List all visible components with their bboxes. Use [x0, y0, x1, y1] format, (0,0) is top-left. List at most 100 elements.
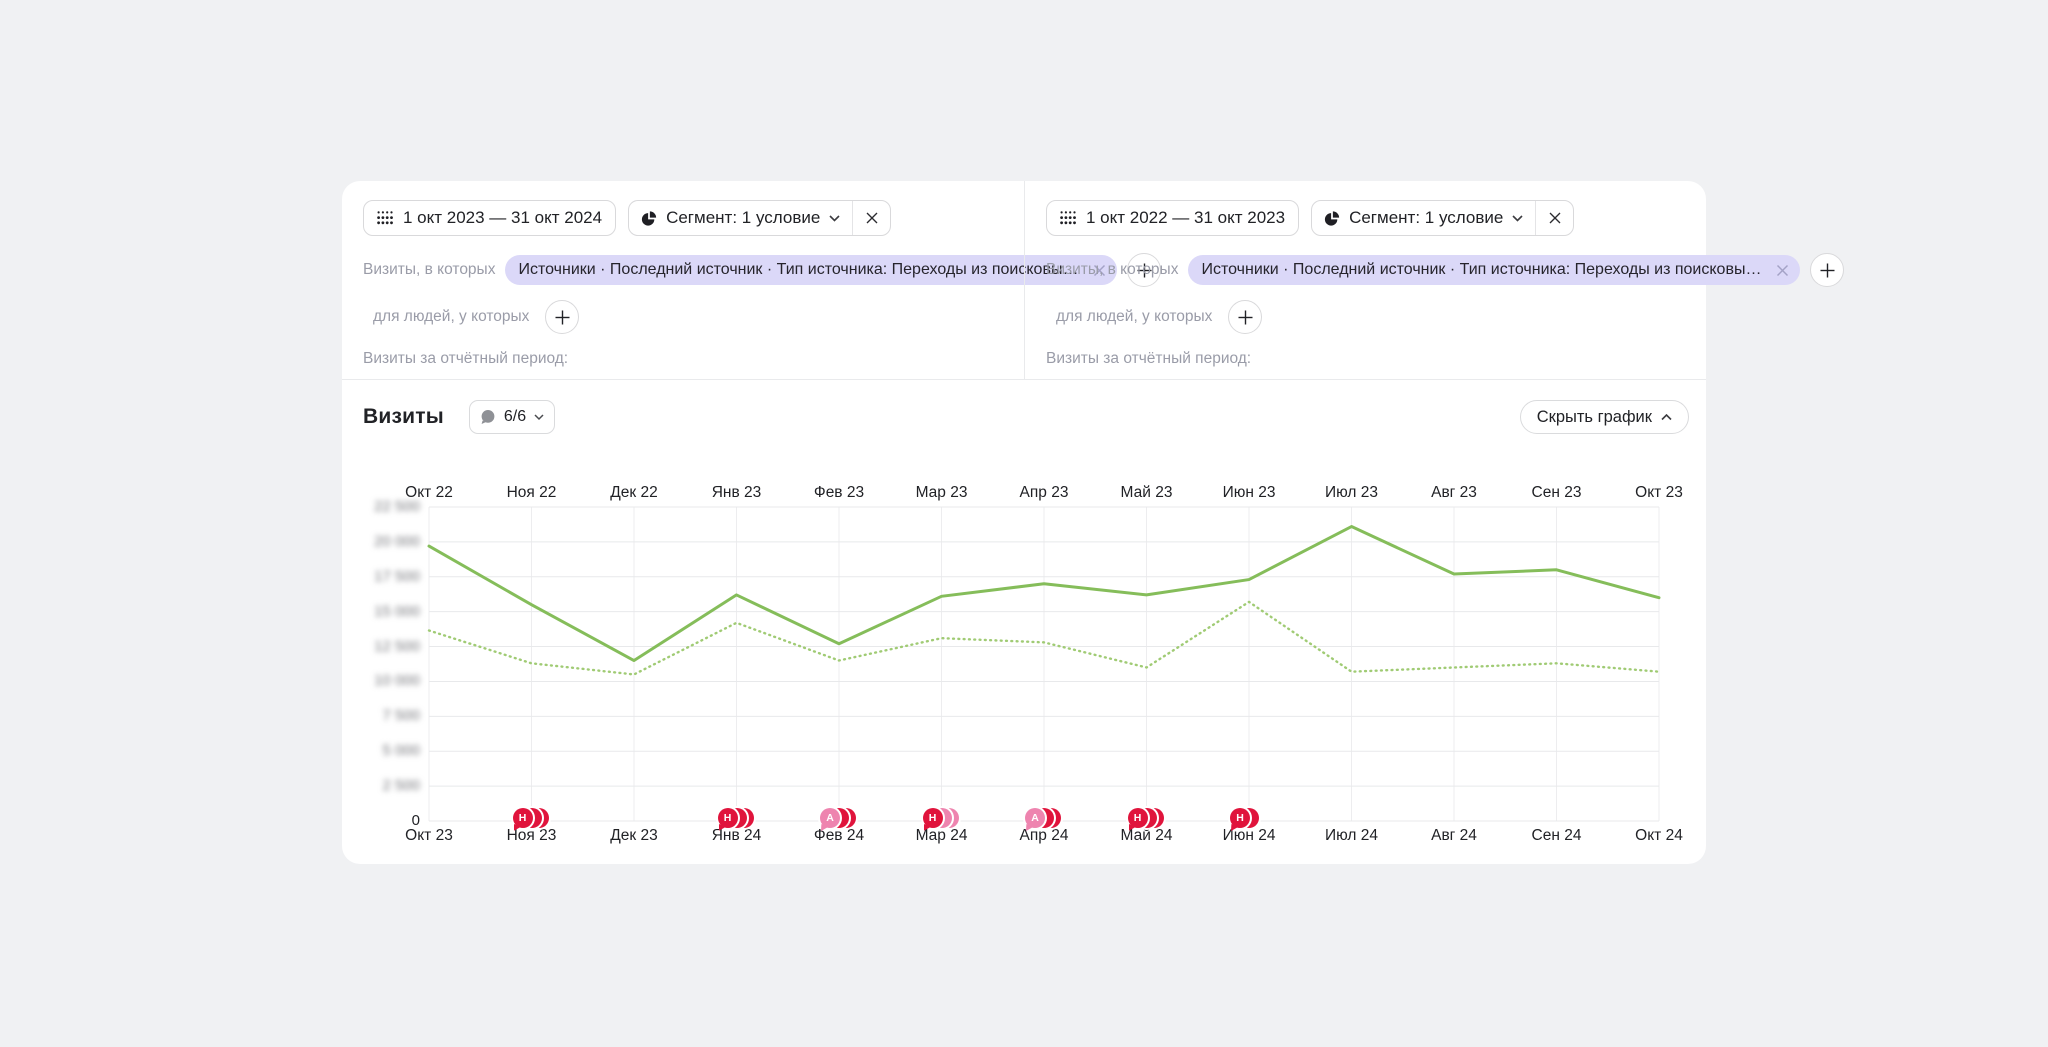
segment-remove-button-b[interactable]	[1535, 201, 1573, 235]
x-axis-top-label: Окт 22	[405, 484, 453, 501]
filter-chip-label: Источники · Последний источник · Тип ист…	[518, 261, 1085, 278]
x-axis-top-label: Май 23	[1120, 484, 1173, 501]
x-axis-bottom-label: Окт 24	[1635, 827, 1683, 844]
add-people-condition-button-a[interactable]	[545, 300, 580, 334]
x-axis-top-label: Июл 23	[1324, 484, 1379, 501]
comparison-period-line	[427, 600, 1661, 676]
comment-bubble-front: Н	[1127, 808, 1148, 828]
close-icon	[865, 211, 879, 225]
x-axis-top-label: Сен 23	[1531, 484, 1582, 501]
report-period-label: Визиты за отчётный период:	[363, 350, 569, 367]
segment-label: Сегмент: 1 условие	[666, 208, 821, 227]
segment-control-b: Сегмент: 1 условие	[1311, 200, 1575, 236]
date-range-button-b[interactable]: 1 окт 2022 — 31 окт 2023	[1046, 200, 1300, 236]
x-axis-bottom-label: Ноя 23	[506, 827, 557, 844]
chevron-down-icon	[1512, 214, 1523, 222]
add-visit-condition-button-a[interactable]	[1127, 253, 1162, 287]
segment-button-a[interactable]: Сегмент: 1 условие	[629, 201, 852, 235]
chart-title: Визиты	[363, 405, 444, 428]
x-axis-top-label: Июн 23	[1222, 484, 1276, 501]
comment-marker-фев-24[interactable]: А	[820, 808, 860, 830]
x-axis-top-label: Фев 23	[813, 484, 865, 501]
y-axis-label: 0	[411, 812, 420, 829]
x-axis-bottom-label: Сен 24	[1531, 827, 1582, 844]
x-axis-bottom-label: Фев 24	[813, 827, 865, 844]
calendar-icon	[377, 211, 393, 225]
filter-chip-a[interactable]: Источники · Последний источник · Тип ист…	[505, 255, 1118, 285]
current-period-line	[427, 525, 1661, 663]
x-axis-top-label: Апр 23	[1019, 484, 1069, 501]
segment-control-a: Сегмент: 1 условие	[628, 200, 892, 236]
segment-label: Сегмент: 1 условие	[1349, 208, 1504, 227]
x-axis-top-label: Авг 23	[1431, 484, 1477, 501]
comments-counter-button[interactable]: 6/6	[468, 400, 556, 434]
comment-marker-мар-24[interactable]: Н	[922, 808, 963, 830]
chevron-down-icon	[829, 214, 840, 222]
y-axis-label: 17 500	[374, 567, 420, 585]
chevron-down-icon	[534, 413, 544, 421]
date-range-label: 1 окт 2022 — 31 окт 2023	[1086, 208, 1286, 227]
comment-bubble-front: А	[820, 808, 840, 828]
segment-panel-a: 1 окт 2023 — 31 окт 2024 Сегмент: 1 усло…	[342, 181, 1162, 379]
for-people-label: для людей, у которых	[373, 308, 530, 325]
comment-marker-июн-24[interactable]: Н	[1230, 808, 1270, 830]
y-axis-label: 7 500	[382, 707, 420, 725]
visits-in-which-label: Визиты, в которых	[363, 261, 496, 278]
comment-bubble-icon	[480, 409, 496, 425]
y-axis-label: 15 000	[374, 602, 420, 620]
visits-in-which-label: Визиты, в которых	[1046, 261, 1179, 278]
x-axis-top-label: Окт 23	[1635, 484, 1683, 501]
x-axis-top-label: Дек 22	[610, 484, 658, 501]
comment-bubble-front: Н	[512, 808, 533, 828]
segment-button-b[interactable]: Сегмент: 1 условие	[1312, 201, 1535, 235]
segment-remove-button-a[interactable]	[852, 201, 890, 235]
x-axis-top-label: Ноя 22	[506, 484, 557, 501]
x-axis-bottom-label: Авг 24	[1431, 827, 1477, 844]
x-axis-bottom-label: Мар 24	[915, 827, 968, 844]
chip-remove-icon[interactable]	[1093, 264, 1106, 277]
x-axis-top-label: Мар 23	[915, 484, 968, 501]
filter-chip-label: Источники · Последний источник · Тип ист…	[1201, 261, 1768, 278]
comment-marker-ноя-23[interactable]: Н	[512, 808, 553, 830]
y-axis-label: 2 500	[382, 777, 420, 795]
comment-marker-май-24[interactable]: Н	[1127, 808, 1168, 830]
y-axis-label: 22 500	[374, 498, 420, 515]
chart-section: Визиты 6/6 Скрыть график	[342, 380, 1706, 864]
comment-bubble-front: Н	[922, 808, 943, 828]
y-axis-label: 20 000	[374, 532, 420, 550]
comment-bubble-front: А	[1025, 808, 1045, 828]
comment-bubble-front: Н	[717, 808, 738, 828]
x-axis-top-label: Янв 23	[711, 484, 762, 501]
comment-marker-янв-24[interactable]: Н	[717, 808, 758, 830]
filter-chip-b[interactable]: Источники · Последний источник · Тип ист…	[1188, 255, 1801, 285]
hide-chart-button[interactable]: Скрыть график	[1519, 400, 1689, 434]
x-axis-bottom-label: Дек 23	[610, 827, 658, 844]
comment-marker-апр-24[interactable]: А	[1025, 808, 1065, 830]
comments-count-label: 6/6	[503, 408, 527, 425]
segment-pie-icon	[1324, 210, 1340, 227]
filters-area: 1 окт 2023 — 31 окт 2024 Сегмент: 1 усло…	[342, 181, 1845, 380]
comment-bubble-front: Н	[1230, 808, 1250, 828]
chart-header: Визиты 6/6 Скрыть график	[342, 380, 1706, 434]
hide-chart-label: Скрыть график	[1536, 407, 1652, 426]
x-axis-bottom-label: Апр 24	[1019, 827, 1069, 844]
for-people-label: для людей, у которых	[1056, 308, 1213, 325]
comparison-card: 1 окт 2023 — 31 окт 2024 Сегмент: 1 усло…	[342, 181, 1845, 864]
x-axis-bottom-label: Май 24	[1120, 827, 1173, 844]
close-icon	[1548, 211, 1562, 225]
y-axis-label: 10 000	[374, 672, 420, 690]
date-range-label: 1 окт 2023 — 31 окт 2024	[403, 208, 603, 227]
segment-pie-icon	[641, 210, 657, 227]
add-people-condition-button-b[interactable]	[1228, 300, 1263, 334]
segment-panel-b: 1 окт 2022 — 31 окт 2023 Сегмент: 1 усло…	[1024, 181, 1845, 379]
report-period-label: Визиты за отчётный период:	[1046, 350, 1252, 367]
x-axis-bottom-label: Окт 23	[405, 827, 453, 844]
x-axis-bottom-label: Июн 24	[1222, 827, 1276, 844]
date-range-button-a[interactable]: 1 окт 2023 — 31 окт 2024	[363, 200, 617, 236]
chip-remove-icon[interactable]	[1776, 264, 1789, 277]
y-axis-label: 12 500	[374, 637, 420, 655]
add-visit-condition-button-b[interactable]	[1810, 253, 1845, 287]
y-axis-label: 5 000	[382, 742, 420, 760]
chart-plot-area[interactable]	[427, 506, 1661, 822]
